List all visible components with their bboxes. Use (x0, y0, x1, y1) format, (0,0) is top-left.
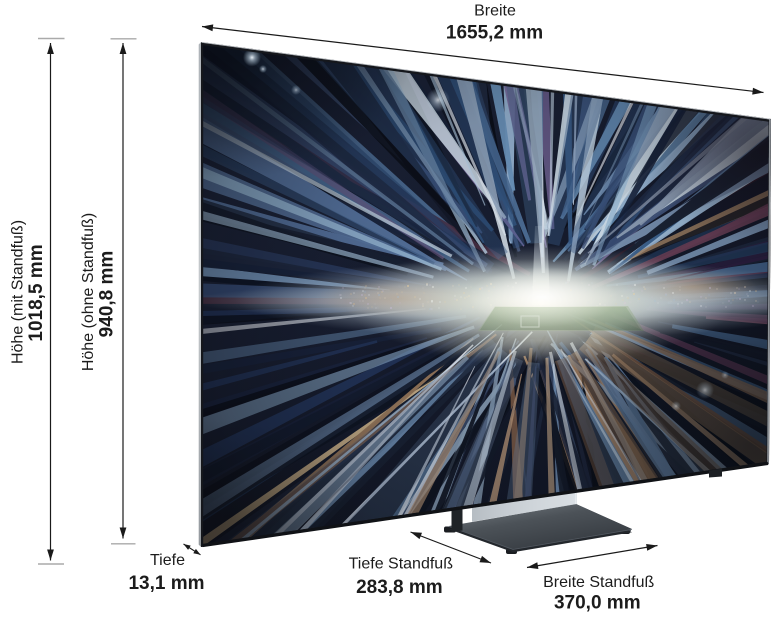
svg-text:Breite: Breite (474, 3, 516, 20)
svg-text:13,1 mm: 13,1 mm (128, 573, 204, 594)
svg-text:1018,5 mm: 1018,5 mm (26, 244, 47, 341)
svg-text:Tiefe Standfuß: Tiefe Standfuß (349, 556, 454, 573)
svg-text:1655,2 mm: 1655,2 mm (446, 23, 543, 44)
svg-text:Tiefe: Tiefe (150, 552, 185, 569)
svg-text:940,8 mm: 940,8 mm (97, 251, 118, 338)
svg-text:Höhe (mit Standfuß): Höhe (mit Standfuß) (10, 220, 27, 364)
svg-text:Breite Standfuß: Breite Standfuß (543, 574, 654, 591)
svg-text:Höhe (ohne Standfuß): Höhe (ohne Standfuß) (80, 213, 97, 371)
svg-text:370,0 mm: 370,0 mm (554, 593, 641, 614)
svg-text:283,8 mm: 283,8 mm (356, 577, 443, 598)
